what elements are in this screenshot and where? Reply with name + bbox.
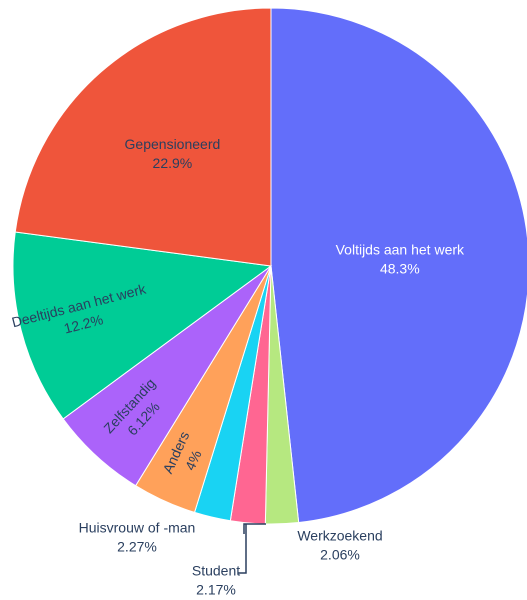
label-werkzoekend: Werkzoekend 2.06% — [297, 528, 382, 563]
slice-voltijds-aan-het-werk[interactable] — [270, 7, 527, 524]
label-student: Student 2.17% — [192, 563, 240, 598]
leader-line-werkzoekend — [243, 523, 266, 534]
label-gepensioneerd: Gepensioneerd 22.9% — [125, 136, 221, 171]
pie-slices — [12, 7, 527, 525]
slice-deeltijds-aan-het-werk[interactable] — [12, 231, 273, 420]
leader-line-student — [238, 524, 247, 574]
label-voltijds-aan-het-werk: Voltijds aan het werk 48.3% — [336, 242, 465, 277]
slice-gepensioneerd[interactable] — [14, 7, 272, 267]
label-huisvrouw-of-man: Huisvrouw of -man 2.27% — [79, 520, 196, 555]
